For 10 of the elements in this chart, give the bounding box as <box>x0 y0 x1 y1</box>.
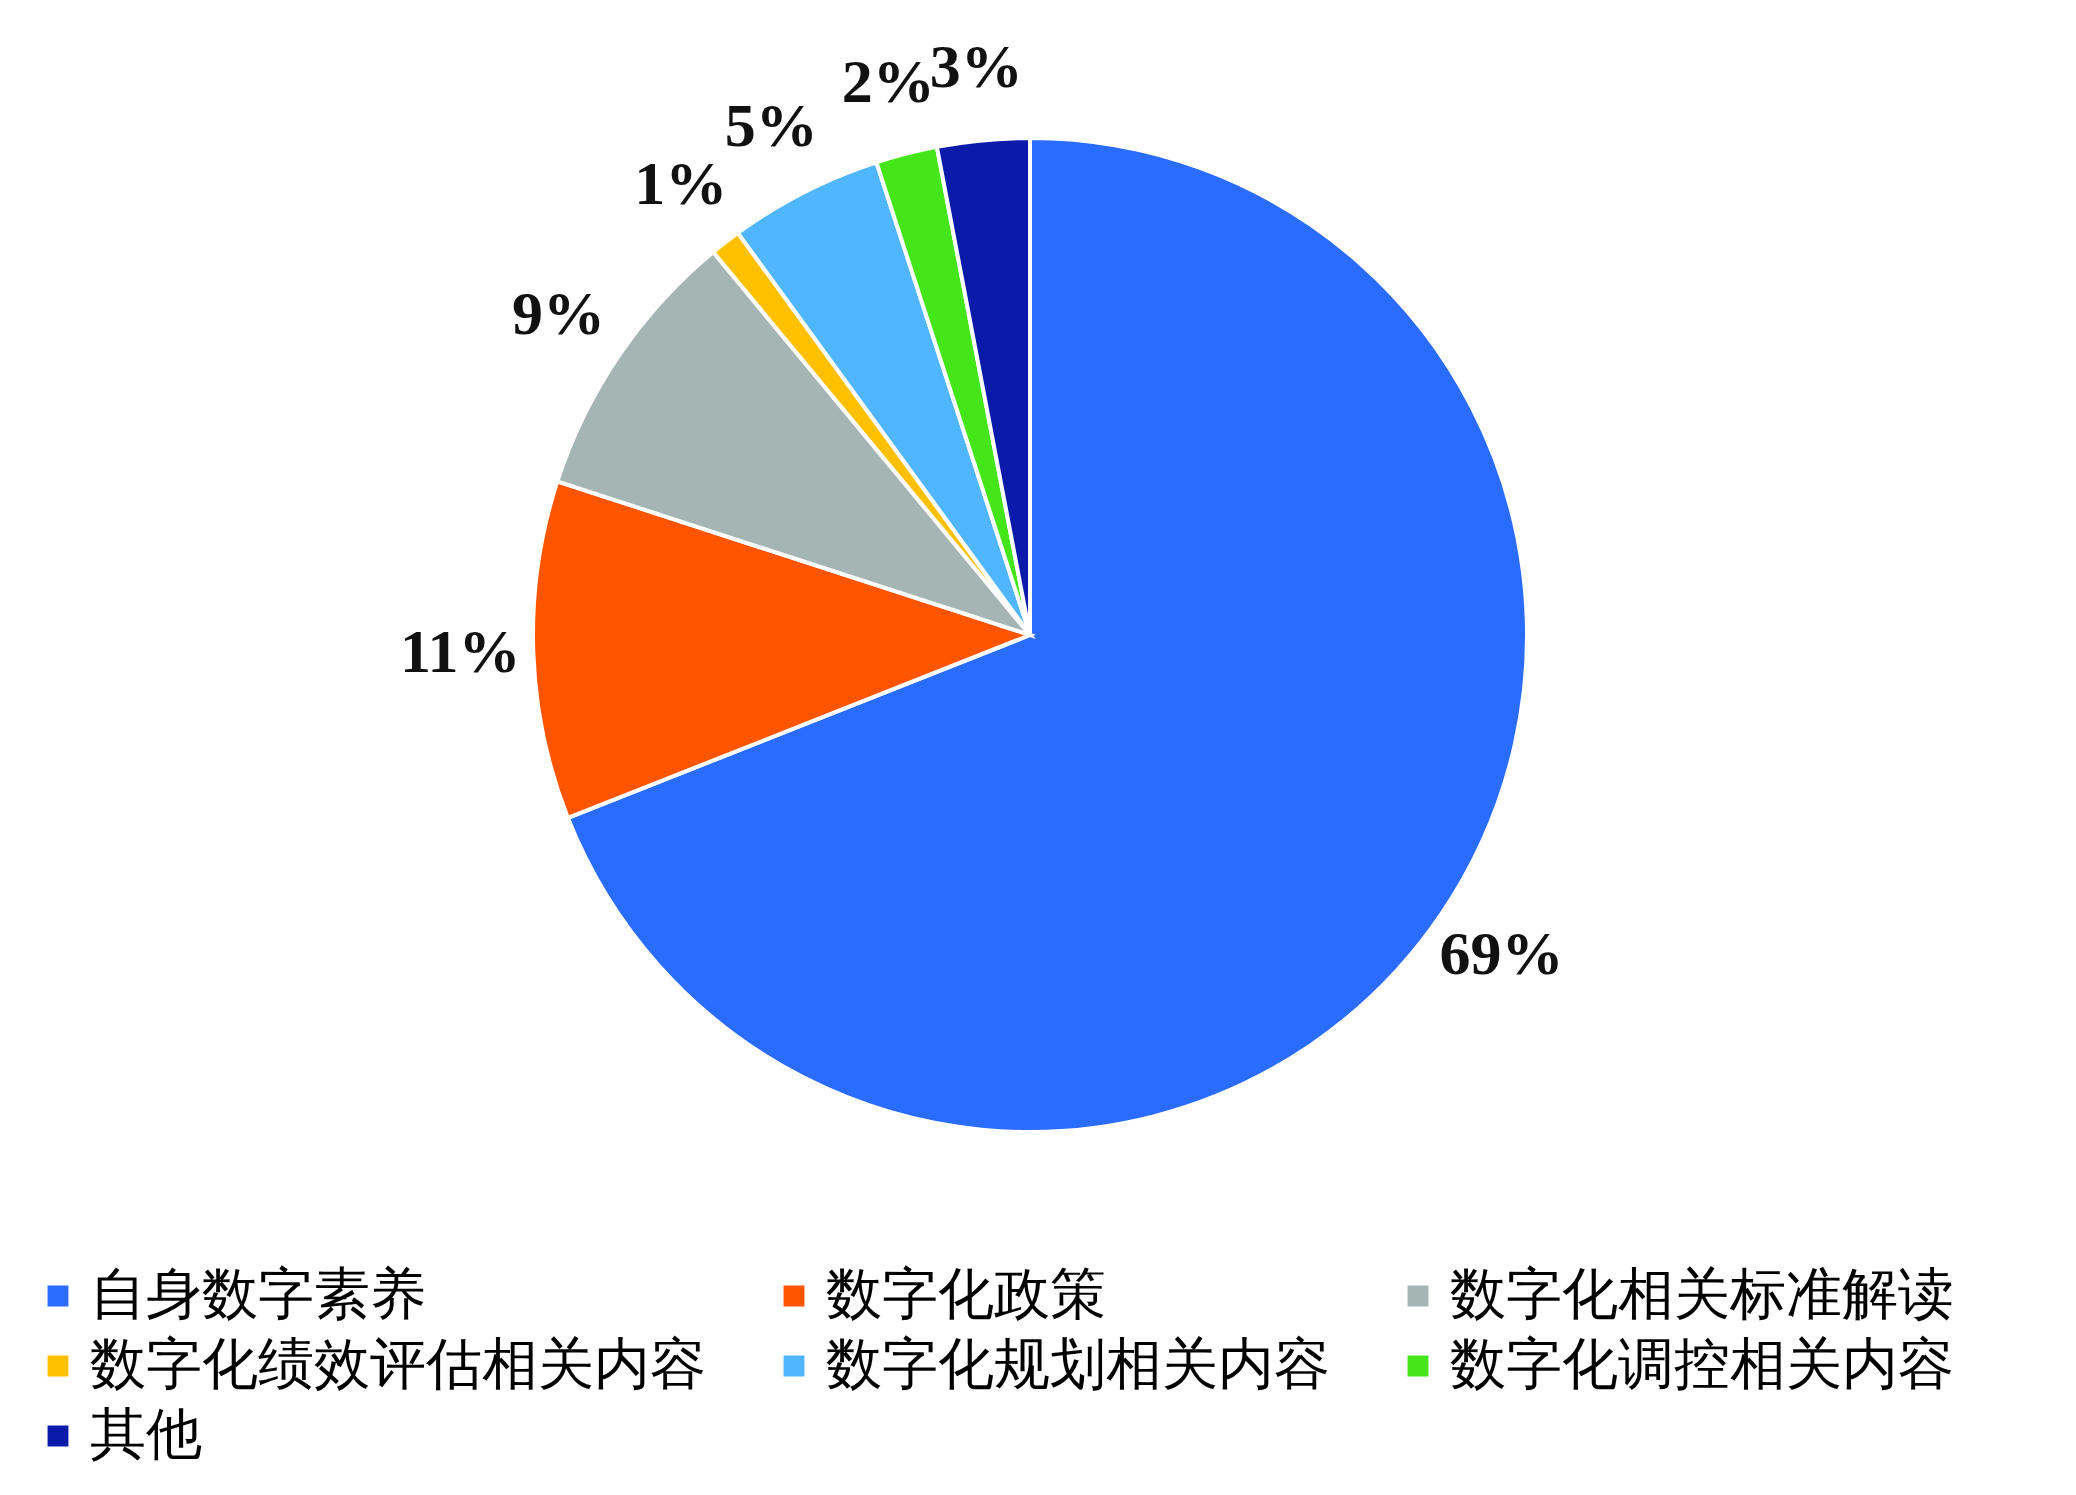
data-label: 11% <box>399 616 521 685</box>
legend-label: 其他 <box>90 1403 202 1465</box>
legend-label: 数字化相关标准解读 <box>1450 1263 1954 1325</box>
legend-label: 数字化规划相关内容 <box>826 1333 1330 1395</box>
data-label: 69% <box>1439 919 1564 988</box>
legend-label: 数字化绩效评估相关内容 <box>90 1333 706 1395</box>
legend-label: 数字化政策 <box>826 1263 1106 1325</box>
legend-label: 自身数字素养 <box>90 1263 426 1325</box>
data-label: 9% <box>512 278 606 347</box>
legend-label: 数字化调控相关内容 <box>1450 1333 1954 1395</box>
